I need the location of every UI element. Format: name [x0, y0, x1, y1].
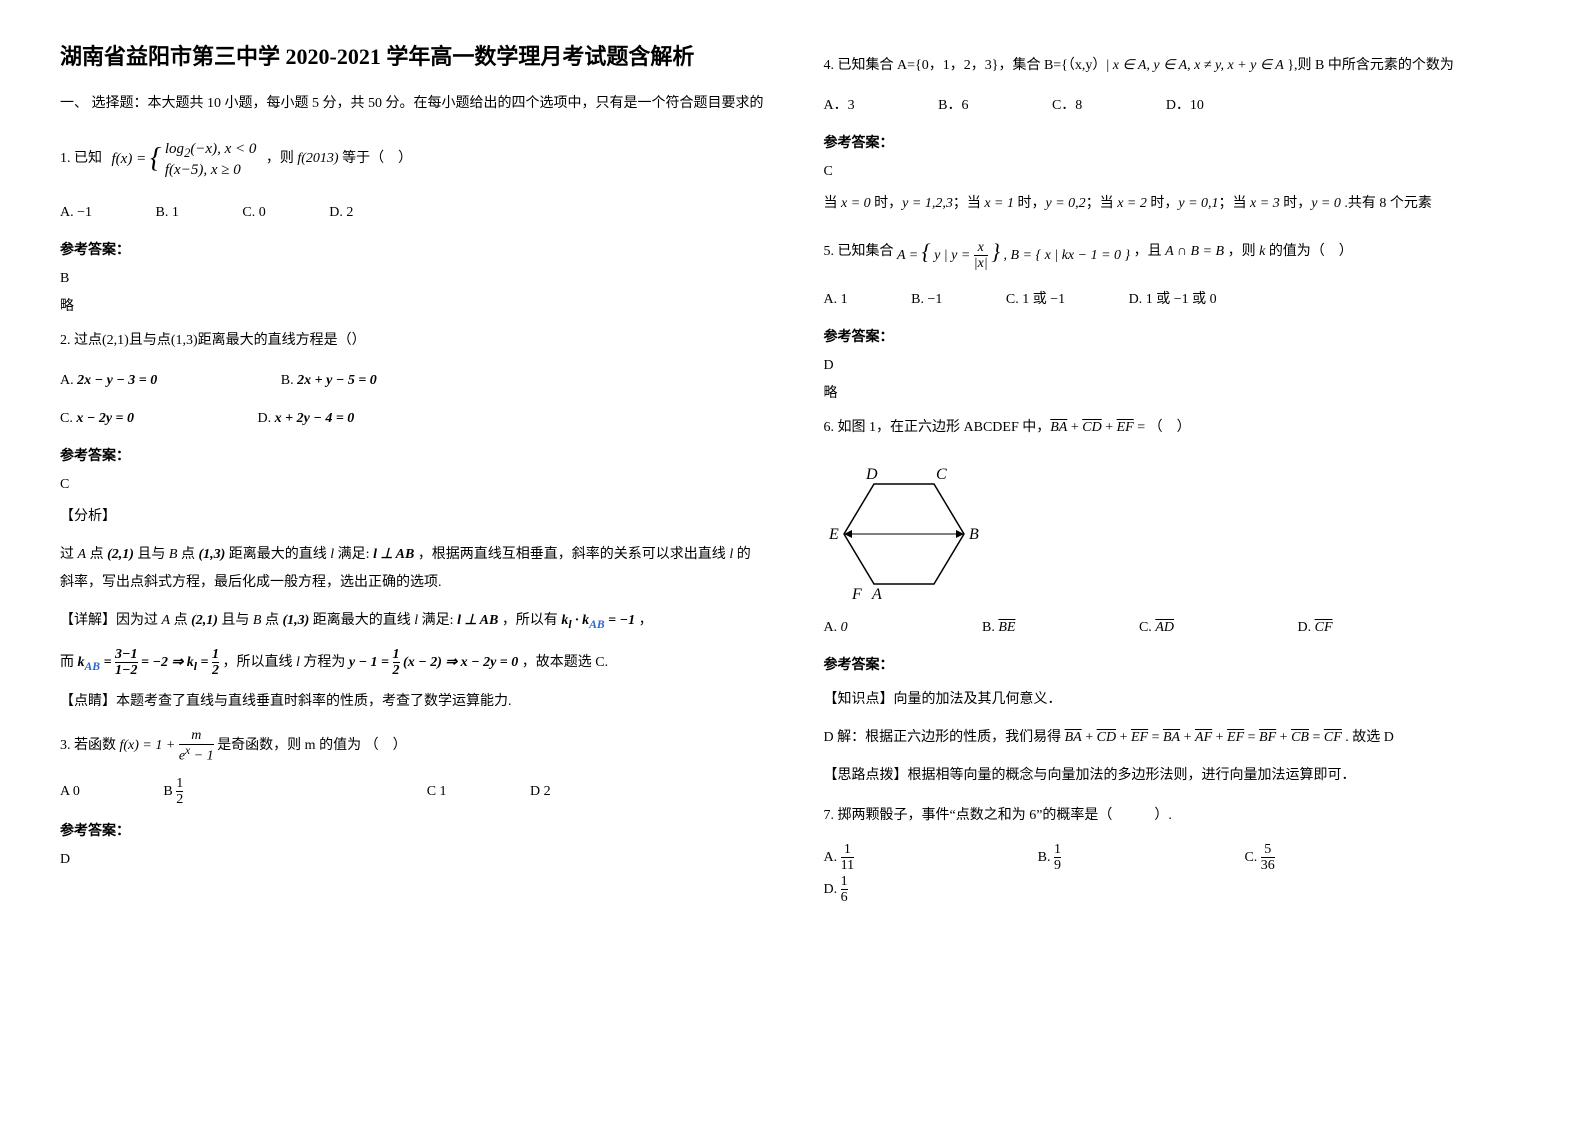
q3-stem-prefix: 3. 若函数	[60, 738, 116, 753]
section-header: 一、 选择题：本大题共 10 小题，每小题 5 分，共 50 分。在每小题给出的…	[60, 93, 764, 115]
q2-optB: B. 2x + y − 5 = 0	[281, 367, 437, 395]
q1-omit: 略	[60, 295, 764, 315]
q4-optA: A．3	[824, 92, 855, 120]
q6-optA: A. 0⃗	[824, 614, 919, 642]
q5-options: A. 1 B. −1 C. 1 或 −1 D. 1 或 −1 或 0	[824, 286, 1528, 314]
svg-text:A: A	[871, 586, 882, 603]
q3-stem-suffix: 是奇函数，则 m 的值为 （ ）	[217, 738, 406, 753]
q6-optC: C. AD	[1139, 614, 1234, 642]
q2-options-row1: A. 2x − y − 3 = 0 B. 2x + y − 5 = 0	[60, 367, 764, 395]
q4-optB: B．6	[938, 92, 968, 120]
q1-answer: B	[60, 271, 764, 287]
q2-analysis1: 过 A 点 (2,1) 且与 B 点 (1,3) 距离最大的直线 l 满足: l…	[60, 541, 764, 597]
q3-answer: D	[60, 852, 764, 868]
q5-mid: ，且 A ∩ B = B ，则 k 的值为（ ）	[1134, 244, 1353, 259]
q1-optD: D. 2	[329, 199, 353, 227]
q4-prefix: 4. 已知集合 A={0，1，2，3}，集合 B={（x,y）|	[824, 58, 1110, 73]
q2-options-row2: C. x − 2y = 0 D. x + 2y − 4 = 0	[60, 405, 764, 433]
svg-text:B: B	[969, 526, 979, 543]
q1-func: f(x) = { log2(−x), x < 0 f(x−5), x ≥ 0	[112, 151, 257, 167]
q1-stem-prefix: 1. 已知	[60, 152, 102, 167]
q2-optA: A. 2x − y − 3 = 0	[60, 367, 217, 395]
question-6: 6. 如图 1，在正六边形 ABCDEF 中，BA + CD + EF = （ …	[824, 414, 1528, 442]
q2-detail2: 而 kAB = 3−1 1−2 = −2 ⇒ kl = 1 2 ，所以直线 l …	[60, 647, 764, 679]
q5-omit: 略	[824, 382, 1528, 402]
q7-options: A. 1 11 B. 1 9 C. 5 36 D.	[824, 842, 1528, 906]
q7-optC: C. 5 36	[1244, 842, 1394, 874]
hexagon-figure: A B C D E F	[824, 454, 994, 604]
q6-solution: D 解：根据正六边形的性质，我们易得 BA + CD + EF = BA + A…	[824, 724, 1528, 752]
page-title: 湖南省益阳市第三中学 2020-2021 学年高一数学理月考试题含解析	[60, 40, 764, 73]
q6-options: A. 0⃗ B. BE C. AD D. CF	[824, 614, 1528, 642]
question-3: 3. 若函数 f(x) = 1 + m ex − 1 是奇函数，则 m 的值为 …	[60, 728, 764, 763]
q3-answer-label: 参考答案：	[60, 820, 764, 840]
q4-optD: D．10	[1166, 92, 1204, 120]
q5-prefix: 5. 已知集合	[824, 244, 894, 259]
q1-optB: B. 1	[156, 199, 179, 227]
q4-explain: 当 x = 0 时，y = 1,2,3；当 x = 1 时，y = 0,2；当 …	[824, 190, 1528, 218]
q6-optD: D. CF	[1297, 614, 1392, 642]
svg-text:C: C	[936, 466, 947, 483]
q3-options: A 0 B 1 2 C 1 D 2	[60, 776, 764, 808]
q4-answer-label: 参考答案：	[824, 132, 1528, 152]
question-5: 5. 已知集合 A = { y | y = x |x| } , B = { x …	[824, 230, 1528, 274]
question-2: 2. 过点(2,1)且与点(1,3)距离最大的直线方程是（）	[60, 327, 764, 355]
q4-optC: C．8	[1052, 92, 1082, 120]
q6-answer-label: 参考答案：	[824, 654, 1528, 674]
q5-answer-label: 参考答案：	[824, 326, 1528, 346]
q2-point: 【点睛】本题考查了直线与直线垂直时斜率的性质，考查了数学运算能力.	[60, 688, 764, 716]
q2-analysis-tag: 【分析】	[60, 503, 764, 531]
q2-optC: C. x − 2y = 0	[60, 405, 194, 433]
q4-options: A．3 B．6 C．8 D．10	[824, 92, 1528, 120]
q3-optB: B 1 2	[163, 776, 343, 808]
q1-optA: A. −1	[60, 199, 92, 227]
q5-optB: B. −1	[911, 286, 942, 314]
q6-optB: B. BE	[982, 614, 1075, 642]
svg-text:E: E	[828, 526, 839, 543]
q2-answer: C	[60, 477, 764, 493]
q4-answer: C	[824, 164, 1528, 180]
q4-cond: x ∈ A, y ∈ A, x ≠ y, x + y ∈ A	[1113, 58, 1284, 73]
q3-optA: A 0	[60, 778, 80, 806]
q6-knowledge: 【知识点】向量的加法及其几何意义．	[824, 686, 1528, 714]
q6-hint: 【思路点拨】根据相等向量的概念与向量加法的多边形法则，进行向量加法运算即可．	[824, 762, 1528, 790]
q4-suffix: },则 B 中所含元素的个数为	[1287, 58, 1454, 73]
q5-optD: D. 1 或 −1 或 0	[1129, 286, 1217, 314]
q1-optC: C. 0	[242, 199, 265, 227]
q7-optD: D. 1 6	[824, 874, 968, 906]
q2-optD: D. x + 2y − 4 = 0	[258, 405, 415, 433]
question-7: 7. 掷两颗骰子，事件“点数之和为 6”的概率是（ ）.	[824, 802, 1528, 830]
svg-text:D: D	[865, 466, 878, 483]
q5-answer: D	[824, 358, 1528, 374]
q2-answer-label: 参考答案：	[60, 445, 764, 465]
q5-optA: A. 1	[824, 286, 848, 314]
q5-optC: C. 1 或 −1	[1006, 286, 1065, 314]
q3-optD: D 2	[530, 778, 551, 806]
svg-text:F: F	[851, 586, 862, 603]
q1-stem-suffix: ，则 f(2013) 等于（ ）	[266, 152, 412, 167]
q2-detail: 【详解】因为过 A 点 (2,1) 且与 B 点 (1,3) 距离最大的直线 l…	[60, 607, 764, 636]
q1-options: A. −1 B. 1 C. 0 D. 2	[60, 199, 764, 227]
q7-optA: A. 1 11	[824, 842, 975, 874]
q1-answer-label: 参考答案：	[60, 239, 764, 259]
q7-optB: B. 1 9	[1038, 842, 1181, 874]
q3-optC: C 1	[427, 778, 447, 806]
question-4: 4. 已知集合 A={0，1，2，3}，集合 B={（x,y）| x ∈ A, …	[824, 52, 1528, 80]
question-1: 1. 已知 f(x) = { log2(−x), x < 0 f(x−5), x…	[60, 131, 764, 187]
